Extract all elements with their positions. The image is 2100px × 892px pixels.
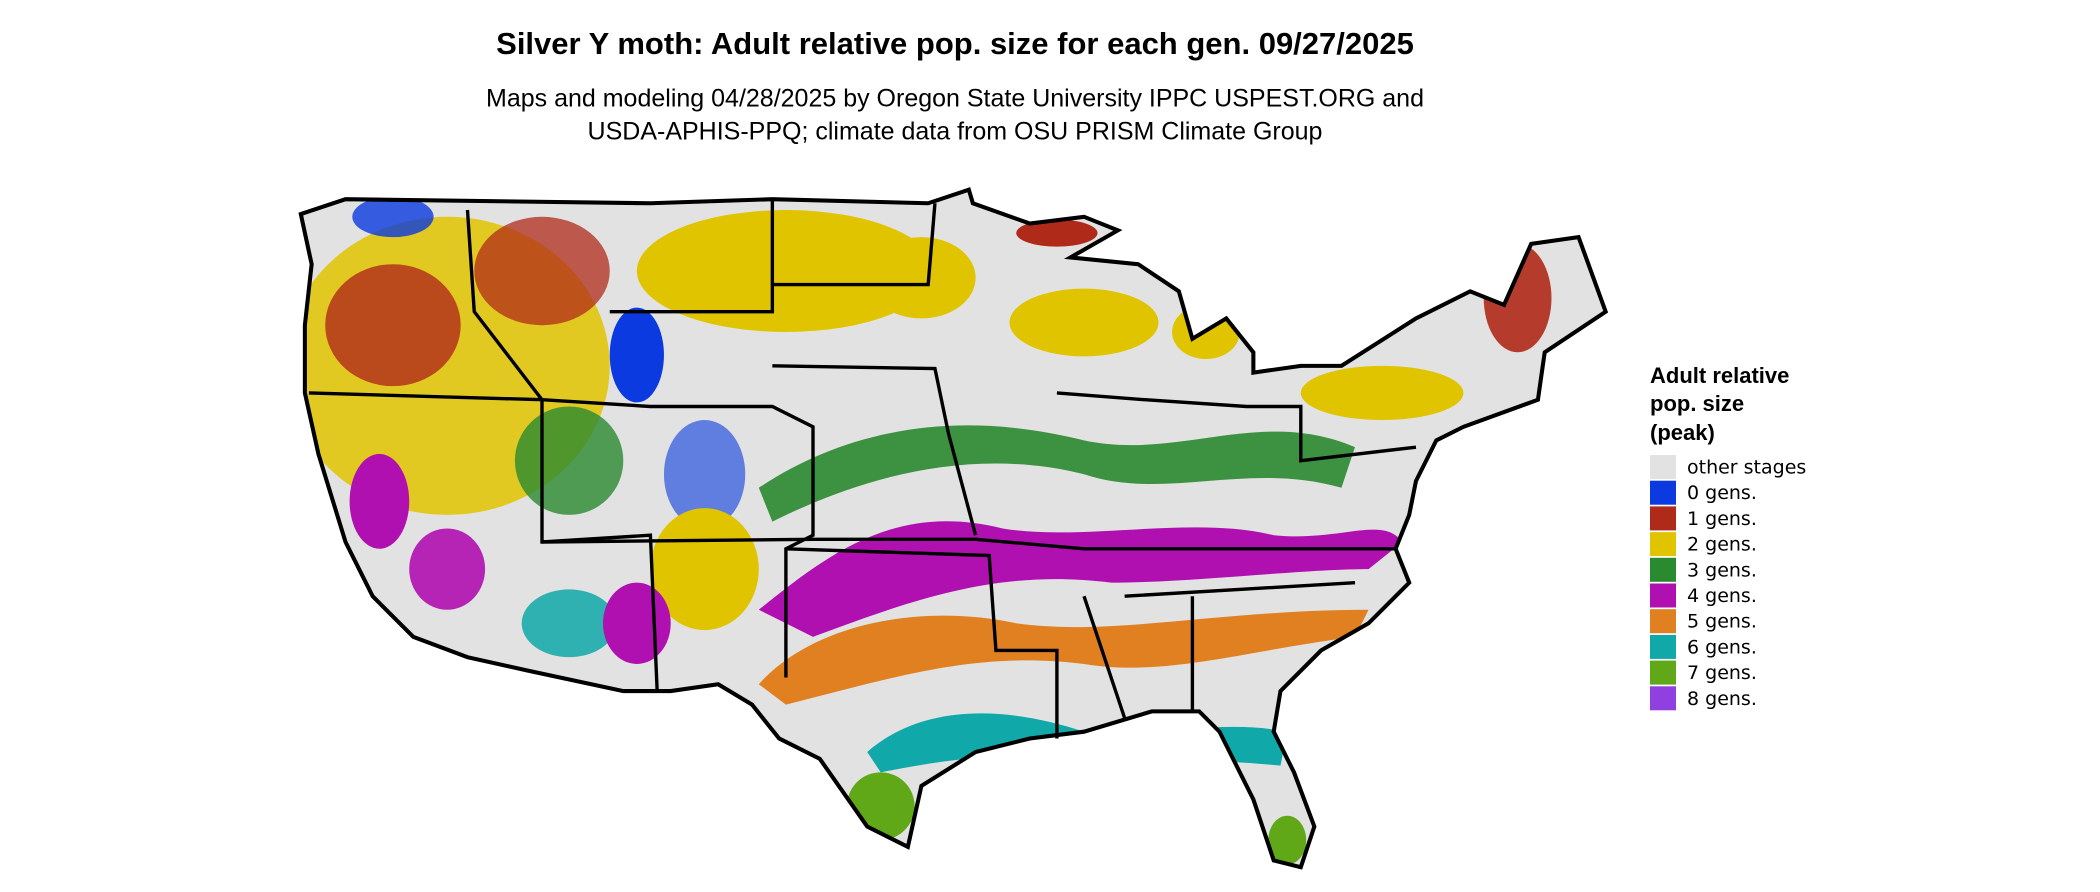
legend-swatch [1650, 583, 1676, 608]
legend-item-label: 1 gens. [1687, 508, 1757, 530]
legend-swatch [1650, 532, 1676, 557]
legend-title: pop. size [1650, 391, 1744, 416]
map-title: Silver Y moth: Adult relative pop. size … [496, 26, 1414, 61]
legend-swatch [1650, 480, 1676, 505]
map-subtitle: Maps and modeling 04/28/2025 by Oregon S… [486, 85, 1424, 113]
legend-swatch [1650, 506, 1676, 531]
legend-item-label: other stages [1687, 457, 1806, 479]
map-subtitle: USDA-APHIS-PPQ; climate data from OSU PR… [588, 118, 1323, 146]
legend-item-label: 3 gens. [1687, 559, 1757, 581]
legend-item-label: 4 gens. [1687, 585, 1757, 607]
legend-swatch [1650, 686, 1676, 711]
legend-title: Adult relative [1650, 363, 1789, 388]
legend-item-label: 0 gens. [1687, 482, 1757, 504]
legend: other stages 0 gens. 1 gens. 2 gens. 3 gens.… [1650, 455, 1806, 711]
legend-swatch [1650, 557, 1676, 582]
legend-item-label: 2 gens. [1687, 534, 1757, 556]
legend-swatch [1650, 660, 1676, 685]
legend-swatch [1650, 634, 1676, 659]
legend-item-label: 8 gens. [1687, 688, 1757, 710]
legend-swatch [1650, 455, 1676, 479]
legend-title: (peak) [1650, 420, 1715, 445]
legend-item-label: 5 gens. [1687, 611, 1757, 633]
legend-item-label: 6 gens. [1687, 636, 1757, 658]
us-map [285, 190, 1606, 868]
legend-swatch [1650, 609, 1676, 634]
legend-item-label: 7 gens. [1687, 662, 1757, 684]
